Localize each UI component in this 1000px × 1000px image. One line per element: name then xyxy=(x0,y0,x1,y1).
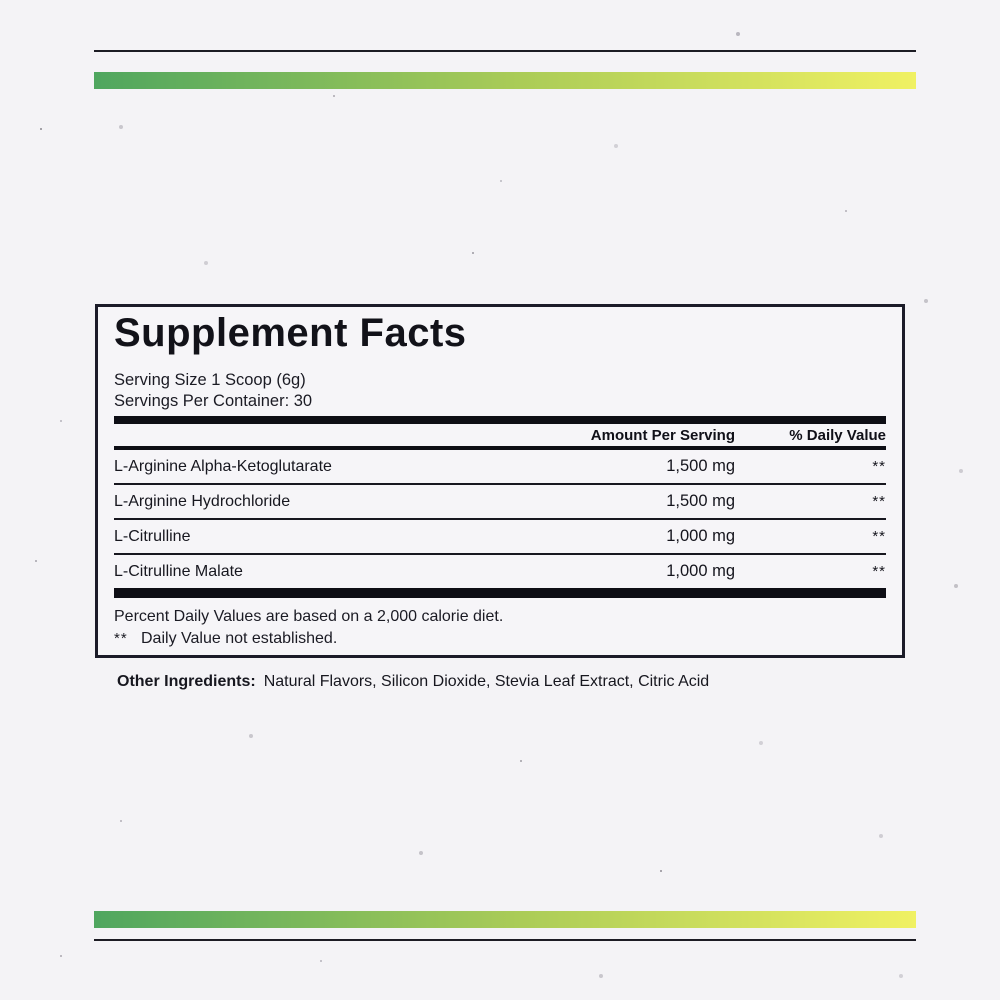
supplement-facts-panel: Supplement Facts Serving Size 1 Scoop (6… xyxy=(95,304,905,658)
serving-size-text: Serving Size 1 Scoop (6g) xyxy=(114,371,306,389)
table-header-row: Amount Per Serving % Daily Value xyxy=(114,424,886,446)
top-divider-line xyxy=(94,50,916,52)
ingredient-amount: 1,000 mg xyxy=(666,527,735,545)
ingredient-row-citrulline-malate: L-Citrulline Malate 1,000 mg ** xyxy=(114,555,886,588)
ingredient-row-arginine-akg: L-Arginine Alpha-Ketoglutarate 1,500 mg … xyxy=(114,450,886,483)
other-ingredients-value: Natural Flavors, Silicon Dioxide, Stevia… xyxy=(263,673,710,690)
thick-divider-bottom xyxy=(114,588,886,598)
servings-per-container-text: Servings Per Container: 30 xyxy=(114,392,313,410)
ingredient-amount: 1,500 mg xyxy=(666,457,735,475)
ingredient-name: L-Arginine Alpha-Ketoglutarate xyxy=(114,457,332,475)
footnote-asterisks: ** xyxy=(114,630,128,647)
ingredient-daily-value: ** xyxy=(872,458,886,475)
row-separator xyxy=(114,518,886,520)
ingredient-amount: 1,000 mg xyxy=(666,562,735,580)
ingredient-name: L-Arginine Hydrochloride xyxy=(114,492,291,510)
top-accent-gradient-bar xyxy=(94,72,916,89)
other-ingredients-label: Other Ingredients: xyxy=(117,673,256,690)
ingredient-amount: 1,500 mg xyxy=(666,492,735,510)
column-header-amount-per-serving: Amount Per Serving xyxy=(590,426,735,444)
panel-title: Supplement Facts xyxy=(114,311,467,355)
other-ingredients-line: Other Ingredients: Natural Flavors, Silic… xyxy=(117,672,897,692)
row-separator xyxy=(114,553,886,555)
ingredient-row-arginine-hcl: L-Arginine Hydrochloride 1,500 mg ** xyxy=(114,485,886,518)
ingredient-daily-value: ** xyxy=(872,528,886,545)
bottom-divider-line xyxy=(94,939,916,941)
thick-divider-top xyxy=(114,416,886,424)
ingredient-row-citrulline: L-Citrulline 1,000 mg ** xyxy=(114,520,886,553)
footnote-calorie-diet: Percent Daily Values are based on a 2,00… xyxy=(114,608,504,625)
footnote-daily-value-text: Daily Value not established. xyxy=(141,630,338,647)
ingredient-daily-value: ** xyxy=(872,563,886,580)
ingredient-name: L-Citrulline xyxy=(114,527,191,545)
row-separator xyxy=(114,483,886,485)
paper-speckle-texture xyxy=(0,0,2,2)
ingredient-daily-value: ** xyxy=(872,493,886,510)
ingredient-name: L-Citrulline Malate xyxy=(114,562,243,580)
column-header-daily-value: % Daily Value xyxy=(789,426,886,444)
footnote-daily-value: ** Daily Value not established. xyxy=(114,628,886,650)
header-underline xyxy=(114,446,886,450)
bottom-accent-gradient-bar xyxy=(94,911,916,928)
